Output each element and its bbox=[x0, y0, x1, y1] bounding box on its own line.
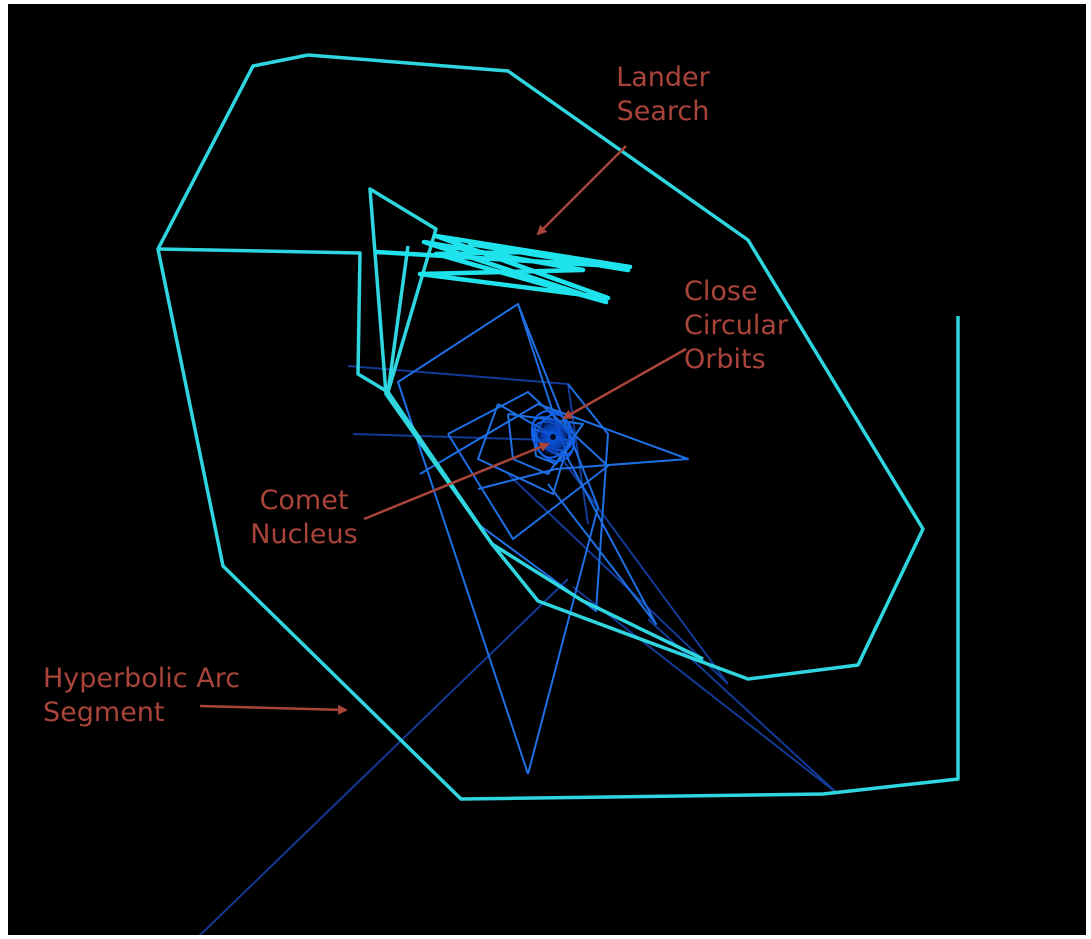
dark-orbit-a bbox=[572, 586, 839, 795]
trajectory-plot bbox=[156, 53, 960, 935]
lander-search-arrow bbox=[536, 145, 627, 236]
hyperbolic-arc-arrow bbox=[199, 704, 348, 715]
hyperbolic-arc-segment bbox=[198, 578, 569, 935]
close-orbit-1 bbox=[530, 409, 576, 463]
outer-trajectory bbox=[156, 53, 960, 801]
annotation-arrows bbox=[199, 145, 687, 715]
comet-nucleus-label: Comet Nucleus bbox=[250, 485, 358, 550]
inner-orbits bbox=[397, 303, 689, 775]
inner-orbit-d bbox=[419, 403, 689, 490]
comet-nucleus-arrow bbox=[363, 442, 550, 521]
outer-loop-inner bbox=[386, 245, 704, 661]
close-circular-orbits-label: Close Circular Orbits bbox=[684, 276, 788, 375]
comet-nucleus-dot bbox=[550, 434, 556, 440]
outer-trajectory-line bbox=[156, 53, 925, 681]
outer-loop-bottom bbox=[156, 248, 960, 801]
close-orbits-arrow bbox=[562, 347, 687, 420]
inner-orbit-b bbox=[517, 303, 657, 625]
lander-search-label: Lander Search bbox=[616, 62, 710, 127]
inner-orbit-e bbox=[477, 383, 609, 612]
trajectory-diagram: Lander Search Close Circular Orbits Come… bbox=[8, 4, 1086, 935]
hyperbolic-arc-lines bbox=[198, 365, 839, 935]
lander-search-trajectory bbox=[373, 233, 633, 305]
hyperbolic-arc-segment-label: Hyperbolic Arc Segment bbox=[43, 663, 241, 728]
lander-search-path bbox=[373, 233, 633, 305]
